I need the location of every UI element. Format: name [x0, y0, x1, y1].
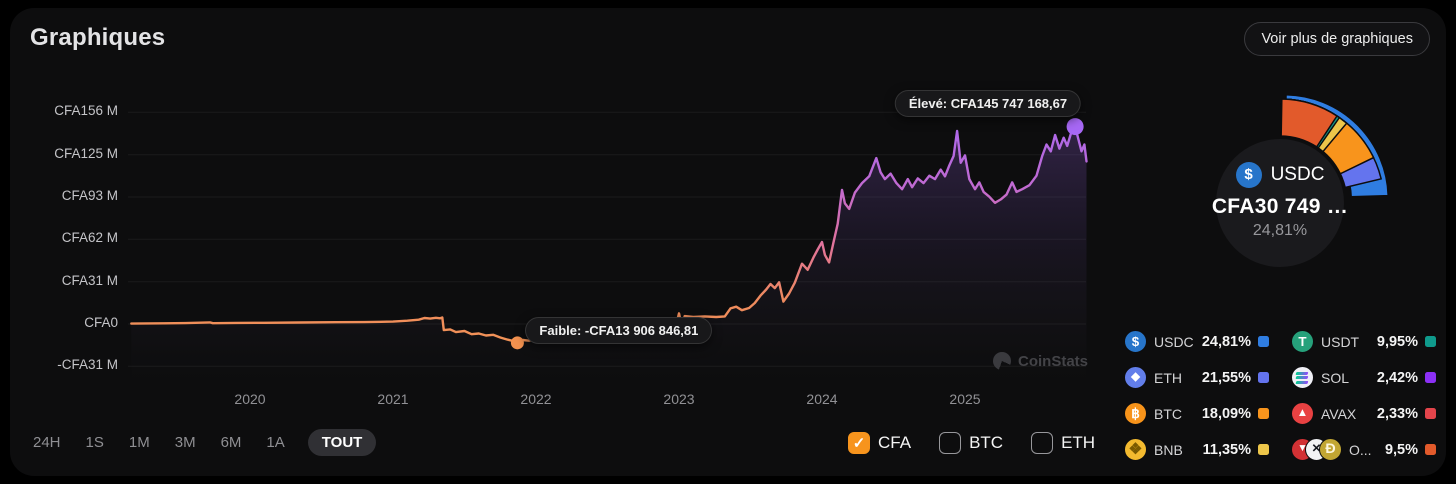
range-button-24h[interactable]: 24H [33, 434, 61, 451]
coinstats-logo-icon [993, 352, 1011, 370]
legend-symbol: USDT [1321, 333, 1360, 350]
legend-percent: 24,81% [1201, 333, 1251, 350]
y-axis-label: CFA156 M [54, 103, 118, 119]
x-axis-label: 2020 [234, 391, 266, 407]
legend-percent: 9,5% [1384, 441, 1418, 458]
avax-icon: ▲ [1291, 402, 1314, 425]
checked-checkbox-icon[interactable]: ✓ [848, 431, 870, 454]
legend-swatch [1425, 444, 1436, 455]
toggle-btc[interactable]: BTC [939, 431, 1004, 454]
y-axis-label: CFA62 M [61, 230, 118, 246]
time-range-bar: 24H 1S 1M 3M 6M 1A TOUT [31, 429, 377, 456]
see-more-charts-button[interactable]: Voir plus de graphiques [1244, 22, 1430, 56]
legend-percent: 2,33% [1376, 405, 1418, 422]
legend-item-avax[interactable]: ▲ AVAX 2,33% [1291, 402, 1436, 425]
tooltip-high: Élevé: CFA145 747 168,67 [894, 89, 1082, 117]
unchecked-checkbox-icon[interactable] [939, 431, 962, 454]
legend-symbol: O... [1349, 441, 1372, 458]
coinstats-watermark: CoinStats [993, 352, 1088, 370]
range-button-1a[interactable]: 1A [266, 434, 285, 451]
legend-item-usdc[interactable]: $ USDC 24,81% [1124, 330, 1269, 353]
page-title: Graphiques [30, 24, 166, 51]
legend-column: $ USDC 24,81% ◆ ETH 21,55% ฿ BTC 18,09% ❖ BNB 11,35… [1124, 330, 1269, 461]
legend-swatch [1258, 336, 1269, 347]
legend-percent: 2,42% [1376, 369, 1418, 386]
toggle-label: ETH [1061, 432, 1096, 452]
legend-item-o[interactable]: ▼ ✕ Ð O... 9,5% [1291, 438, 1436, 461]
toggle-eth[interactable]: ETH [1031, 431, 1096, 454]
x-axis-label: 2022 [520, 391, 552, 407]
legend-swatch [1258, 444, 1269, 455]
legend-item-eth[interactable]: ◆ ETH 21,55% [1124, 366, 1269, 389]
y-axis-label: CFA0 [84, 315, 118, 330]
allocation-legend: $ USDC 24,81% ◆ ETH 21,55% ฿ BTC 18,09% ❖ BNB 11,35… [1124, 330, 1436, 461]
usdc-icon: $ [1124, 330, 1147, 353]
legend-item-sol[interactable]: SOL 2,42% [1291, 366, 1436, 389]
x-axis-label: 2024 [806, 391, 838, 407]
toggle-label: CFA [878, 432, 912, 452]
legend-percent: 11,35% [1202, 441, 1251, 458]
legend-symbol: BTC [1154, 405, 1182, 422]
x-axis-label: 2021 [377, 391, 409, 407]
btc-icon: ฿ [1124, 402, 1147, 425]
toggle-label: BTC [969, 432, 1004, 452]
y-axis-label: CFA125 M [54, 145, 118, 161]
legend-symbol: ETH [1154, 369, 1182, 386]
usdt-icon: T [1291, 330, 1314, 353]
unchecked-checkbox-icon[interactable] [1031, 431, 1054, 454]
x-axis-label: 2025 [949, 391, 981, 407]
legend-symbol: SOL [1321, 369, 1350, 386]
toggle-cfa[interactable]: ✓ CFA [848, 431, 912, 454]
legend-percent: 21,55% [1201, 369, 1251, 386]
legend-swatch [1258, 372, 1269, 383]
legend-symbol: USDC [1154, 333, 1194, 350]
legend-swatch [1425, 336, 1436, 347]
legend-percent: 18,09% [1201, 405, 1251, 422]
eth-icon: ◆ [1124, 366, 1147, 389]
y-axis-label: CFA31 M [61, 272, 118, 288]
doge-icon: Ð [1319, 438, 1342, 461]
x-axis-label: 2023 [663, 391, 695, 407]
legend-item-btc[interactable]: ฿ BTC 18,09% [1124, 402, 1269, 425]
legend-swatch [1425, 408, 1436, 419]
y-axis-label: -CFA31 M [57, 357, 118, 373]
y-axis-label: CFA93 M [61, 188, 118, 203]
range-button-6m[interactable]: 6M [220, 434, 242, 451]
tooltip-low: Faible: -CFA13 906 846,81 [525, 316, 713, 344]
legend-item-usdt[interactable]: T USDT 9,95% [1291, 330, 1436, 353]
legend-swatch [1258, 408, 1269, 419]
range-button-3m[interactable]: 3M [174, 434, 196, 451]
legend-symbol: BNB [1154, 441, 1183, 458]
legend-percent: 9,95% [1376, 333, 1418, 350]
legend-symbol: AVAX [1321, 405, 1357, 422]
legend-swatch [1425, 372, 1436, 383]
series-toggle-bar: ✓ CFA BTC ETH [848, 429, 1095, 456]
range-button-tout[interactable]: TOUT [307, 429, 377, 456]
range-button-1m[interactable]: 1M [128, 434, 150, 451]
range-button-1s[interactable]: 1S [85, 434, 104, 451]
sol-icon [1291, 366, 1314, 389]
legend-item-bnb[interactable]: ❖ BNB 11,35% [1124, 438, 1269, 461]
bnb-icon: ❖ [1124, 438, 1147, 461]
legend-column: T USDT 9,95% SOL 2,42% ▲ AVAX 2,33% ▼ ✕ Ð O... 9,5% [1291, 330, 1436, 461]
